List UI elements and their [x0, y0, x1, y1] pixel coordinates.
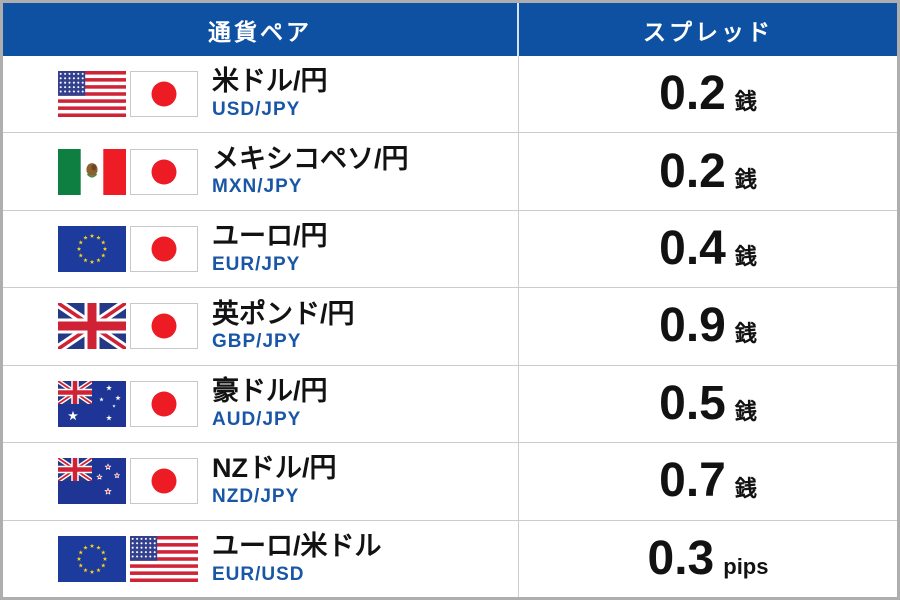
spread-value: 0.3 [647, 531, 715, 585]
spread-column-label: スプレッド [643, 18, 773, 45]
spread-unit: 銭 [734, 89, 757, 115]
spread-cell: 0.5 銭 [519, 366, 897, 442]
pair-text: メキシコペソ/円 MXN/JPY [212, 143, 409, 199]
spread-unit: 銭 [734, 321, 757, 347]
flag-eu-icon [58, 226, 126, 273]
spread-group: 0.3 pips [647, 531, 769, 585]
spread-value: 0.4 [659, 222, 726, 276]
table-row: メキシコペソ/円 MXN/JPY 0.2 銭 [3, 132, 897, 210]
pair-cell: 米ドル/円 USD/JPY [3, 56, 519, 133]
flag-mx-icon [58, 148, 126, 195]
flag-us-icon [130, 535, 198, 582]
spread-group: 0.2 銭 [659, 144, 757, 198]
spread-cell: 0.4 銭 [519, 211, 897, 287]
spread-cell: 0.2 銭 [519, 133, 897, 209]
pair-cell: メキシコペソ/円 MXN/JPY [3, 133, 519, 210]
spread-cell: 0.7 銭 [519, 443, 897, 519]
flag-jp-icon [130, 226, 198, 273]
spread-value: 0.5 [659, 376, 726, 430]
pair-code: AUD/JPY [212, 408, 302, 430]
table-row: ユーロ/円 EUR/JPY 0.4 銭 [3, 209, 897, 288]
table-row: 米ドル/円 USD/JPY 0.2 銭 [3, 56, 897, 133]
pair-code: USD/JPY [212, 99, 301, 121]
spread-value: 0.2 [659, 67, 726, 121]
pair-text: ユーロ/円 EUR/JPY [212, 222, 328, 276]
spread-unit: 銭 [734, 398, 757, 424]
spread-group: 0.9 銭 [659, 302, 757, 350]
pair-cell: 英ポンド/円 GBP/JPY [3, 288, 519, 365]
table-body: 米ドル/円 USD/JPY 0.2 銭 メキシコペソ/円 MXN/JPY 0.2… [3, 56, 897, 597]
pair-name: NZドル/円 [212, 453, 337, 484]
flag-pair [58, 303, 198, 350]
flag-pair [58, 71, 198, 118]
pair-cell: NZドル/円 NZD/JPY [3, 443, 519, 520]
pair-name: ユーロ/円 [212, 221, 328, 252]
pair-cell: ユーロ/円 EUR/JPY [3, 210, 519, 288]
pair-code: GBP/JPY [212, 331, 302, 353]
spread-group: 0.7 銭 [659, 457, 757, 505]
pair-cell: 豪ドル/円 AUD/JPY [3, 365, 519, 443]
flag-pair [58, 148, 198, 195]
flag-pair [58, 458, 198, 505]
spread-unit: pips [723, 553, 769, 579]
flag-pair [58, 380, 198, 427]
spread-group: 0.2 銭 [659, 70, 757, 118]
flag-gb-icon [58, 303, 126, 350]
pair-name: ユーロ/米ドル [212, 530, 382, 561]
pair-text: ユーロ/米ドル EUR/USD [212, 530, 382, 586]
pair-code: EUR/USD [212, 563, 305, 585]
pair-text: NZドル/円 NZD/JPY [212, 454, 337, 508]
flag-jp-icon [130, 458, 198, 505]
table-row: ユーロ/米ドル EUR/USD 0.3 pips [3, 519, 897, 597]
pair-name: メキシコペソ/円 [212, 143, 409, 174]
spread-value: 0.7 [659, 454, 726, 508]
spread-value: 0.9 [659, 299, 726, 353]
flag-nz-icon [58, 458, 126, 505]
spread-unit: 銭 [734, 244, 757, 270]
pair-name: 英ポンド/円 [212, 298, 355, 329]
pair-column-label: 通貨ペア [208, 18, 312, 45]
pair-name: 豪ドル/円 [212, 376, 328, 407]
flag-jp-icon [130, 303, 198, 350]
flag-jp-icon [130, 71, 198, 118]
flag-jp-icon [130, 380, 198, 427]
flag-au-icon [58, 380, 126, 427]
pair-cell: ユーロ/米ドル EUR/USD [3, 520, 519, 597]
pair-code: NZD/JPY [212, 486, 300, 508]
table-row: NZドル/円 NZD/JPY 0.7 銭 [3, 442, 897, 520]
pair-text: 英ポンド/円 GBP/JPY [212, 298, 355, 354]
flag-jp-icon [130, 148, 198, 195]
pair-text: 米ドル/円 USD/JPY [212, 67, 328, 121]
spread-cell: 0.3 pips [519, 521, 897, 597]
spread-group: 0.4 銭 [659, 225, 757, 273]
flag-eu-icon [58, 535, 126, 582]
spread-cell: 0.2 銭 [519, 56, 897, 132]
spread-unit: 銭 [734, 476, 757, 502]
header-spread-column: スプレッド [519, 3, 897, 56]
spread-unit: 銭 [734, 166, 757, 192]
spread-group: 0.5 銭 [659, 376, 757, 430]
pair-name: 米ドル/円 [212, 66, 328, 97]
flag-pair [58, 226, 198, 273]
flag-us-icon [58, 71, 126, 118]
table-header: 通貨ペア スプレッド [3, 3, 897, 56]
pair-text: 豪ドル/円 AUD/JPY [212, 376, 328, 431]
pair-code: EUR/JPY [212, 253, 301, 275]
table-row: 豪ドル/円 AUD/JPY 0.5 銭 [3, 364, 897, 443]
pair-code: MXN/JPY [212, 176, 303, 198]
spread-value: 0.2 [659, 144, 726, 198]
header-pair-column: 通貨ペア [3, 3, 519, 56]
table-row: 英ポンド/円 GBP/JPY 0.9 銭 [3, 287, 897, 365]
flag-pair [58, 535, 198, 582]
spread-cell: 0.9 銭 [519, 288, 897, 364]
